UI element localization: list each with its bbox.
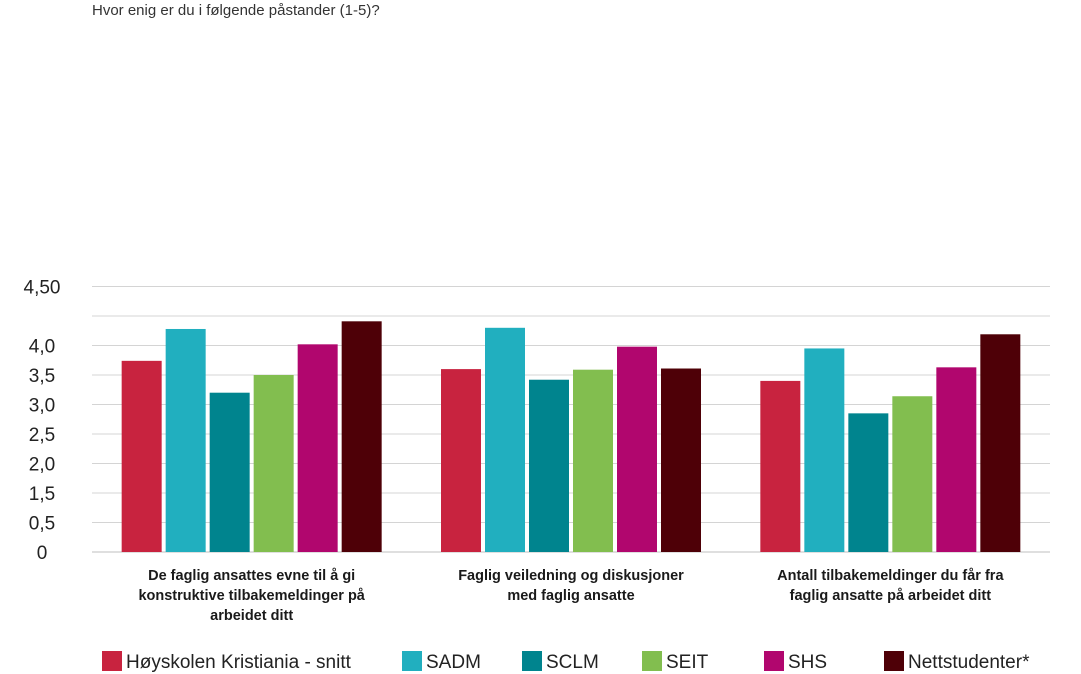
x-category-label: Faglig veiledning og diskusjoner med fagl… [458, 568, 684, 604]
bar [165, 328, 206, 552]
legend-label: SADM [426, 652, 481, 673]
legend-label: SHS [788, 652, 827, 673]
bar [848, 413, 889, 552]
bar [573, 369, 613, 552]
y-axis-ticks: 0 0,5 1,5 2,0 2,5 3,0 3,5 4,0 4,50 [24, 278, 61, 565]
legend-label: Nettstudenter* [908, 652, 1030, 673]
bar [892, 396, 933, 552]
legend-label: SCLM [546, 652, 599, 673]
y-tick-label: 3,5 [29, 366, 55, 387]
legend: Høyskolen Kristiania - snitt SADM SCLM SEIT… [102, 651, 1030, 673]
bar [121, 360, 162, 552]
y-tick-label: 4,50 [24, 278, 61, 299]
bar [529, 379, 569, 552]
bar [661, 368, 701, 552]
bar [209, 392, 250, 552]
legend-swatch [102, 651, 122, 671]
gridlines [92, 286, 1050, 553]
bar [485, 327, 525, 552]
legend-swatch [642, 651, 662, 671]
bar [804, 348, 845, 552]
y-tick-label: 0,5 [29, 514, 55, 535]
y-tick-label: 3,0 [29, 396, 55, 417]
y-tick-label: 2,0 [29, 455, 55, 476]
x-category-label: De faglig ansattes evne til å gi konstruk… [138, 568, 365, 624]
bar [297, 344, 338, 552]
bar [980, 334, 1021, 552]
bar [936, 367, 977, 552]
legend-label: Høyskolen Kristiania - snitt [126, 652, 352, 673]
bar [441, 369, 481, 552]
y-tick-label: 4,0 [29, 337, 55, 358]
bars [121, 321, 1021, 552]
bar [341, 321, 382, 552]
legend-label: SEIT [666, 652, 709, 673]
x-category-label: Antall tilbakemeldinger du får fra faglig… [777, 568, 1004, 604]
y-tick-label: 0 [37, 543, 48, 564]
x-axis-categories: De faglig ansattes evne til å gi konstruk… [138, 568, 1004, 624]
y-tick-label: 2,5 [29, 425, 55, 446]
legend-swatch [764, 651, 784, 671]
legend-swatch [884, 651, 904, 671]
legend-swatch [402, 651, 422, 671]
bar [253, 375, 294, 552]
chart-title: Hvor enig er du i følgende påstander (1-… [92, 2, 380, 19]
legend-swatch [522, 651, 542, 671]
bar [617, 346, 657, 552]
y-tick-label: 1,5 [29, 484, 55, 505]
bar [760, 380, 801, 552]
